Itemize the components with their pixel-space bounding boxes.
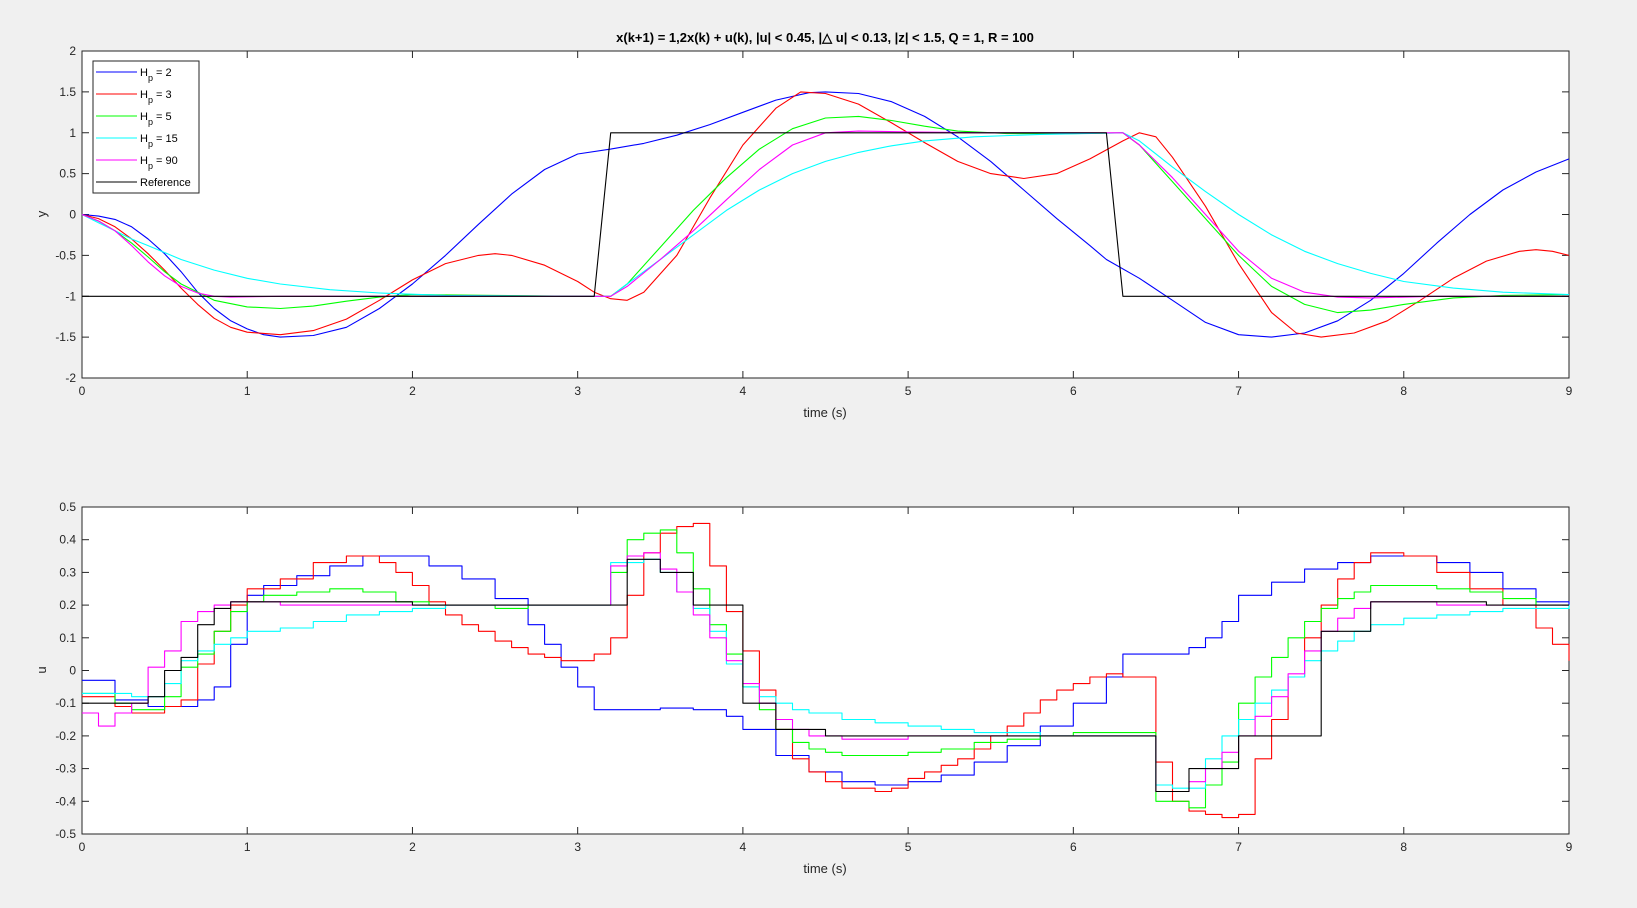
legend-box [92, 60, 200, 194]
top-y-tick-label: -2 [65, 371, 76, 385]
top-x-tick-label: 9 [1566, 384, 1573, 398]
top-x-tick-label: 8 [1400, 384, 1407, 398]
top-series-line-5 [82, 132, 1569, 297]
legend-label-4: Hp = 90 [140, 155, 178, 171]
bottom-x-tick-label: 8 [1400, 840, 1407, 854]
top-x-tick-label: 3 [574, 384, 581, 398]
x-axis-label-bottom: time (s) [803, 861, 846, 876]
bottom-y-tick-label: -0.3 [55, 762, 76, 776]
top-x-tick-label: 2 [409, 384, 416, 398]
top-y-tick-label: 1 [69, 126, 76, 140]
axes-u-ticks: 0 1 2 3 4 5 6 7 8 9 -0.5 -0.4 -0.3 -0.2 -0.1 0 0.1 0.2 0.3… [55, 500, 1572, 854]
legend-label-3: Hp = 15 [140, 133, 178, 149]
bottom-x-tick-label: 9 [1566, 840, 1573, 854]
legend-label-2: Hp = 5 [140, 111, 172, 127]
y-axis-label-bottom: u [34, 666, 49, 673]
top-series-line-3 [81, 132, 1570, 297]
top-y-tick-label: 1.5 [59, 85, 76, 99]
bottom-y-tick-label: 0.1 [59, 631, 76, 645]
bottom-y-tick-label: -0.1 [55, 696, 76, 710]
top-y-tick-label: 0 [69, 208, 76, 222]
bottom-y-tick-label: -0.2 [55, 729, 76, 743]
legend[interactable]: Hp = 2 Hp = 3 Hp = 5 Hp = 15 Hp = 90 Referenc… [92, 60, 200, 194]
axes-y-plot-area[interactable] [81, 50, 1570, 379]
top-series-line-1 [81, 91, 1570, 338]
top-x-tick-label: 4 [740, 384, 747, 398]
legend-label-1: Hp = 3 [140, 89, 172, 105]
legend-label-5: Reference [140, 177, 191, 189]
bottom-y-tick-label: -0.5 [55, 827, 76, 841]
top-x-tick-label: 5 [905, 384, 912, 398]
bottom-series-line-3 [82, 558, 1570, 789]
bottom-x-tick-label: 7 [1235, 840, 1242, 854]
bottom-series-line-2 [82, 529, 1570, 809]
top-y-tick-label: 2 [69, 44, 76, 58]
bottom-series-line-1 [82, 522, 1570, 819]
bottom-x-tick-label: 5 [905, 840, 912, 854]
top-y-tick-label: -1.5 [55, 330, 76, 344]
top-series-line-4 [81, 130, 1569, 299]
bottom-y-tick-label: 0.3 [59, 565, 76, 579]
bottom-x-tick-label: 4 [740, 840, 747, 854]
axes-u: 0 1 2 3 4 5 6 7 8 9 -0.5 -0.4 -0.3 -0.2 -0.1 0 0.1 0.2 0.3… [34, 500, 1573, 876]
top-series-line-0 [81, 91, 1570, 338]
top-x-tick-label: 1 [244, 384, 251, 398]
bottom-x-tick-label: 0 [79, 840, 86, 854]
bottom-x-tick-label: 3 [574, 840, 581, 854]
top-y-tick-label: -1 [65, 289, 76, 303]
bottom-x-tick-label: 1 [244, 840, 251, 854]
y-axis-label-top: y [34, 210, 49, 217]
bottom-y-tick-label: 0.2 [59, 598, 76, 612]
bottom-y-tick-label: -0.4 [55, 794, 76, 808]
bottom-x-tick-label: 2 [409, 840, 416, 854]
bottom-y-tick-label: 0.5 [59, 500, 76, 514]
legend-label-0: Hp = 2 [140, 67, 172, 83]
legend-items: Hp = 2 Hp = 3 Hp = 5 Hp = 15 Hp = 90 Referenc… [96, 67, 191, 189]
top-series-line-2 [81, 115, 1570, 314]
top-x-tick-label: 7 [1235, 384, 1242, 398]
top-y-tick-label: -0.5 [55, 248, 76, 262]
bottom-series-line-5 [82, 558, 1569, 793]
top-x-tick-label: 0 [79, 384, 86, 398]
bottom-y-tick-label: 0 [69, 664, 76, 678]
axes-u-series [82, 522, 1570, 819]
top-x-tick-label: 6 [1070, 384, 1077, 398]
top-y-tick-label: 0.5 [59, 167, 76, 181]
x-axis-label-top: time (s) [803, 405, 846, 420]
bottom-y-tick-label: 0.4 [59, 533, 76, 547]
chart-title: x(k+1) = 1,2x(k) + u(k), |u| < 0.45, |△ … [616, 30, 1034, 45]
axes-y-ticks: 0 1 2 3 4 5 6 7 8 9 -2 -1.5 -1 -0.5 0 0.5 1 1.5 2 [55, 44, 1572, 398]
axes-y: 0 1 2 3 4 5 6 7 8 9 -2 -1.5 -1 -0.5 0 0.5 1 1.5 2 x(k+1) =… [34, 30, 1573, 420]
axes-u-plot-area[interactable] [81, 506, 1570, 835]
bottom-x-tick-label: 6 [1070, 840, 1077, 854]
axes-y-series [81, 91, 1570, 338]
